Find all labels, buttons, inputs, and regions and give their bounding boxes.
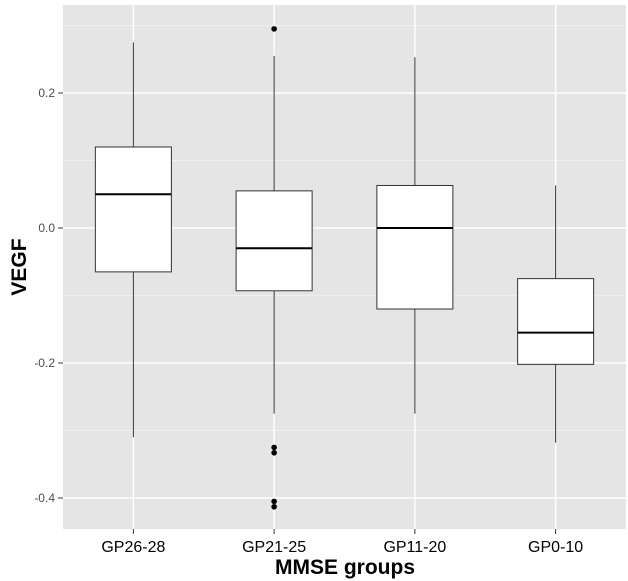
outlier-point — [271, 26, 277, 32]
y-tick-label: 0.0 — [38, 221, 55, 235]
x-tick-label: GP21-25 — [242, 539, 306, 556]
box-iqr — [376, 184, 454, 310]
y-axis: 0.2 0.0 -0.2 -0.4 — [34, 86, 63, 505]
box-iqr — [94, 146, 172, 273]
x-tick-label: GP11-20 — [383, 539, 446, 556]
y-tick-label: -0.2 — [34, 356, 55, 370]
x-axis: GP26-28 GP21-25 GP11-20 GP0-10 — [101, 529, 583, 556]
box-iqr — [235, 190, 313, 292]
x-tick-label: GP0-10 — [528, 539, 583, 556]
outlier-point — [271, 503, 277, 510]
outlier-point — [271, 449, 277, 456]
box-gp11-20 — [376, 57, 454, 414]
box-gp21-25 — [235, 26, 313, 510]
box-gp26-28 — [94, 42, 172, 438]
box-iqr — [517, 278, 595, 365]
y-tick-label: -0.4 — [34, 491, 55, 505]
y-axis-title: VEGF — [8, 238, 31, 295]
x-axis-title: MMSE groups — [275, 556, 415, 579]
box-gp0-10 — [517, 185, 595, 443]
x-tick-label: GP26-28 — [101, 539, 165, 556]
boxes-layer — [94, 26, 595, 510]
y-tick-label: 0.2 — [38, 86, 55, 100]
outlier-point — [271, 444, 277, 451]
outlier-point — [271, 498, 277, 505]
